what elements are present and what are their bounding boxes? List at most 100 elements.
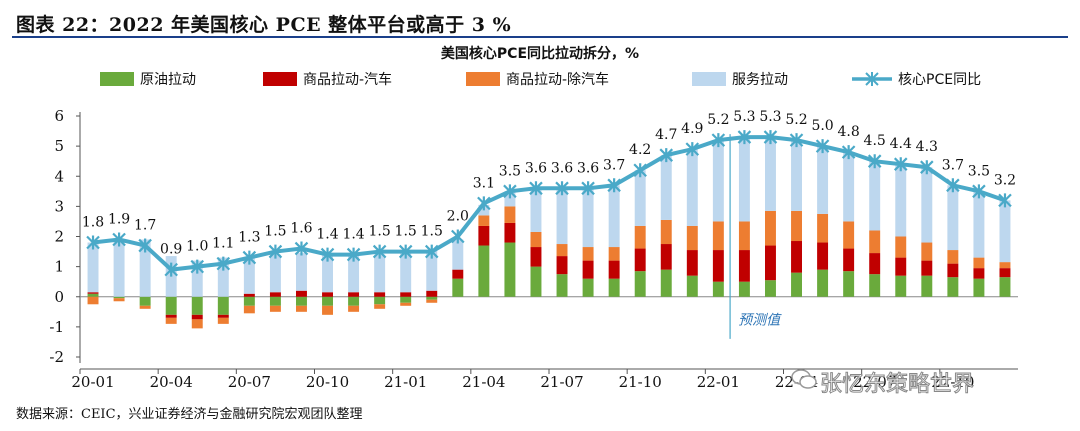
- line-marker: [659, 148, 674, 163]
- bar-segment: [87, 293, 99, 297]
- line-marker: [190, 259, 205, 274]
- bar-segment: [895, 236, 907, 258]
- y-tick-label: -2: [49, 348, 64, 366]
- line-marker: [763, 130, 778, 145]
- bar-segment: [400, 253, 412, 293]
- bar-segment: [296, 305, 307, 312]
- data-label: 1.4: [342, 227, 364, 243]
- bar-segment: [139, 296, 151, 306]
- bar-segment: [712, 140, 724, 222]
- bar-segment: [374, 292, 386, 297]
- bar-segment: [738, 281, 750, 297]
- legend-swatch: [100, 72, 134, 86]
- bar-segment: [765, 245, 776, 281]
- bar-segment: [504, 191, 516, 207]
- data-label: 4.5: [864, 133, 886, 149]
- bar-segment: [660, 155, 672, 220]
- bar-segment: [869, 274, 881, 297]
- data-label: 1.5: [369, 224, 391, 240]
- bar-segment: [348, 292, 360, 297]
- line-marker: [867, 154, 882, 169]
- bar-segment: [452, 239, 464, 270]
- bar-segment: [269, 305, 281, 312]
- line-marker: [555, 181, 569, 196]
- x-tick-label: 20-01: [71, 373, 114, 391]
- data-label: 1.5: [421, 224, 443, 240]
- legend-label: 核心PCE同比: [898, 72, 981, 88]
- line-marker: [737, 130, 752, 145]
- bar-segment: [895, 164, 907, 237]
- data-label: 3.7: [942, 157, 964, 173]
- bar-segment: [634, 248, 646, 272]
- bar-segment: [217, 317, 229, 324]
- line-marker: [529, 181, 543, 196]
- bar-segment: [87, 296, 99, 305]
- bar-segment: [817, 242, 829, 270]
- bar-segment: [817, 213, 829, 243]
- y-tick-label: 3: [54, 197, 64, 215]
- data-label: 1.0: [186, 239, 208, 255]
- y-tick-label: 2: [54, 228, 64, 246]
- bar-segment: [869, 253, 881, 275]
- y-tick-label: 5: [54, 137, 64, 155]
- bar-segment: [921, 167, 933, 243]
- y-tick-label: 6: [54, 107, 64, 125]
- line-marker: [320, 247, 335, 262]
- bar-segment: [947, 277, 959, 297]
- bar-segment: [921, 275, 933, 297]
- line-marker: [164, 262, 178, 277]
- bar-segment: [869, 230, 881, 254]
- bar-segment: [712, 221, 724, 251]
- bar-segment: [660, 269, 672, 297]
- bar-segment: [322, 292, 333, 297]
- line-marker: [477, 196, 491, 211]
- data-label: 3.1: [473, 175, 495, 191]
- bar-segment: [165, 314, 177, 318]
- bar-segment: [296, 290, 307, 297]
- bar-segment: [296, 296, 307, 306]
- legend-label: 原油拉动: [140, 72, 196, 88]
- bar-segment: [400, 302, 412, 306]
- bar-segment: [530, 231, 542, 248]
- line-marker: [138, 238, 152, 253]
- bar-segment: [322, 305, 333, 315]
- bar-segment: [999, 200, 1011, 263]
- data-label: 2.0: [447, 209, 469, 225]
- x-tick-label: 22-07: [853, 373, 896, 391]
- data-label: 5.2: [707, 112, 729, 128]
- data-label: 4.4: [890, 136, 912, 152]
- line-marker: [972, 184, 986, 199]
- bar-segment: [426, 250, 438, 291]
- bar-segment: [504, 242, 516, 297]
- bar-segment: [765, 210, 776, 246]
- bar-segment: [843, 248, 855, 272]
- data-label: 4.7: [655, 127, 677, 143]
- data-label: 1.5: [395, 224, 417, 240]
- line-marker: [346, 247, 361, 262]
- bar-segment: [608, 247, 620, 261]
- bar-segment: [999, 268, 1011, 278]
- x-tick-label: 22-10: [931, 373, 974, 391]
- bar-segment: [348, 296, 360, 306]
- bar-segment: [400, 296, 412, 303]
- line-marker: [815, 139, 830, 154]
- bar-segment: [765, 280, 776, 297]
- data-label: 5.0: [811, 118, 833, 134]
- data-label: 3.6: [577, 160, 599, 176]
- bar-segment: [738, 138, 750, 222]
- y-tick-label: 0: [54, 288, 64, 306]
- bar-segment: [686, 225, 698, 251]
- bar-segment: [191, 296, 203, 315]
- x-tick-label: 21-10: [619, 373, 662, 391]
- bar-segment: [556, 244, 568, 257]
- bar-segment: [921, 260, 933, 276]
- legend-swatch: [692, 72, 726, 86]
- line-marker: [998, 193, 1012, 208]
- line-marker: [893, 157, 908, 172]
- bar-segment: [322, 296, 333, 306]
- bar-segment: [895, 257, 907, 276]
- line-marker: [841, 145, 856, 160]
- bar-segment: [608, 185, 620, 248]
- bar-segment: [556, 274, 568, 297]
- bar-segment: [660, 244, 672, 270]
